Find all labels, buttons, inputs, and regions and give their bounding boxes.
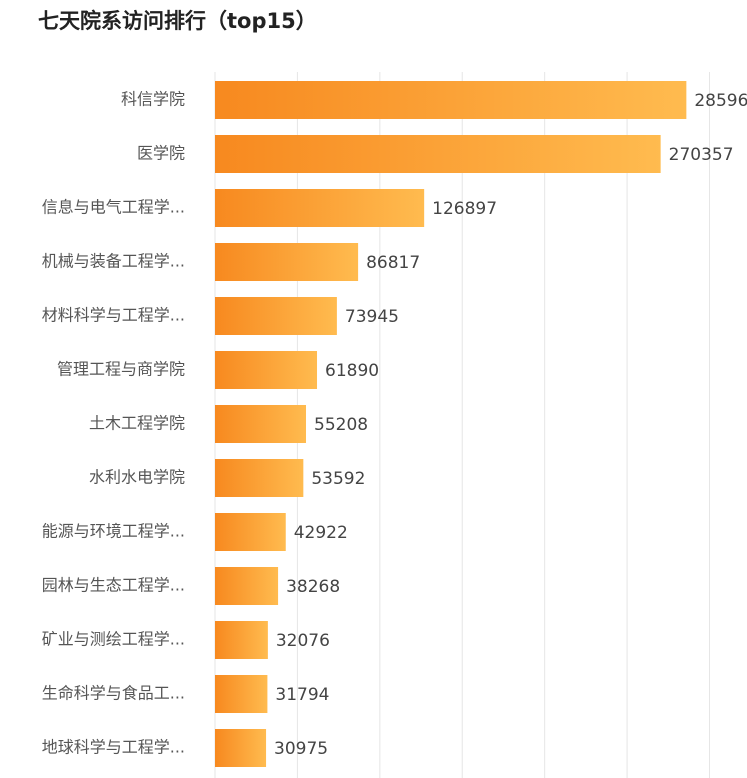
data-label: 31794	[275, 685, 329, 705]
chart-title: 七天院系访问排行（top15）	[38, 9, 317, 33]
bar	[215, 621, 268, 659]
y-tick-label: 水利水电学院	[89, 468, 185, 487]
bar	[215, 729, 267, 767]
y-tick-label: 能源与环境工程学...	[42, 522, 185, 541]
y-tick-label: 园林与生态工程学...	[42, 576, 185, 595]
y-tick-label: 土木工程学院	[89, 414, 185, 433]
y-tick-label: 矿业与测绘工程学...	[42, 630, 185, 649]
bar	[215, 405, 307, 443]
bar	[215, 243, 359, 281]
bar	[215, 351, 318, 389]
data-label: 126897	[432, 199, 497, 219]
bar	[215, 189, 425, 227]
data-label: 30975	[274, 739, 328, 759]
bar	[215, 675, 268, 713]
bar	[215, 567, 279, 605]
data-label: 53592	[311, 469, 365, 489]
data-label: 270357	[669, 145, 734, 165]
y-tick-label: 科信学院	[121, 90, 185, 109]
bar	[215, 513, 286, 551]
y-tick-label: 地球科学与工程学...	[42, 738, 185, 757]
y-tick-label: 信息与电气工程学...	[42, 198, 185, 217]
data-label: 86817	[366, 253, 420, 273]
y-tick-label: 医学院	[137, 144, 185, 163]
y-tick-label: 材料科学与工程学...	[42, 306, 185, 325]
data-label: 61890	[325, 361, 379, 381]
bar	[215, 81, 687, 119]
data-label: 42922	[294, 523, 348, 543]
data-label: 32076	[276, 631, 330, 651]
data-label: 38268	[286, 577, 340, 597]
data-label: 73945	[345, 307, 399, 327]
data-label: 28596	[694, 91, 747, 111]
bar	[215, 459, 304, 497]
data-label: 55208	[314, 415, 368, 435]
bar	[215, 135, 661, 173]
y-tick-label: 机械与装备工程学...	[42, 252, 185, 271]
bar	[215, 297, 337, 335]
y-tick-label: 管理工程与商学院	[57, 360, 185, 379]
y-tick-label: 生命科学与食品工...	[42, 684, 185, 703]
